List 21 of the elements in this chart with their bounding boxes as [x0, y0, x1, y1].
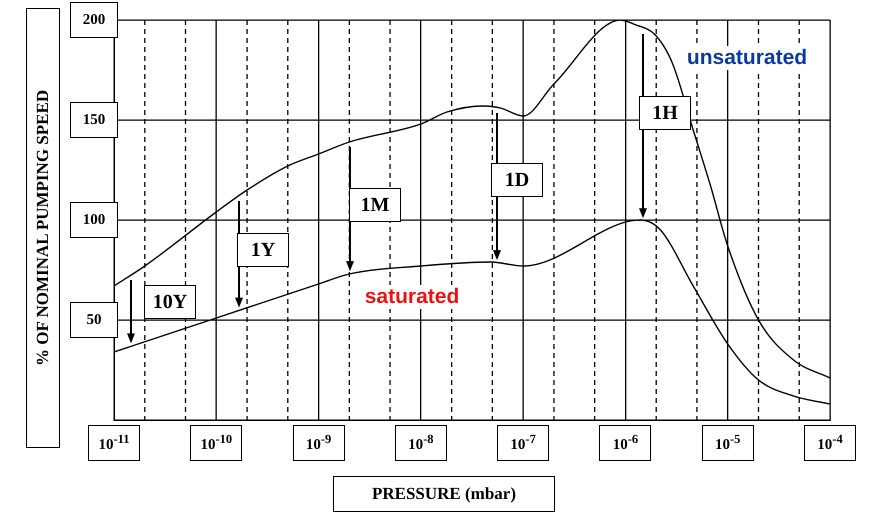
annotation: 10Y: [144, 285, 196, 319]
y-tick-label: 50: [70, 302, 118, 338]
x-tick-label: 10$^{-9}$: [306, 432, 332, 454]
x-tick-label: 10$^{-11}$: [98, 432, 130, 454]
x-tick-label: 10$^{-10}$: [200, 432, 232, 454]
annotation: saturated: [362, 285, 462, 309]
x-tick-label: 10$^{-5}$: [714, 432, 740, 454]
x-axis-title: PRESSURE (mbar): [333, 476, 555, 512]
x-tick-label: 10$^{-8}$: [408, 432, 434, 454]
annotation: unsaturated: [684, 46, 810, 70]
y-axis-title: % OF NOMINAL PUMPING SPEED: [26, 8, 60, 448]
annotation: 1H: [639, 96, 691, 130]
y-tick-label: 100: [70, 202, 118, 238]
x-tick-label: 10$^{-6}$: [612, 432, 638, 454]
annotation: 1M: [349, 188, 401, 222]
y-tick-label: 150: [70, 102, 118, 138]
annotation: 1Y: [237, 233, 289, 267]
x-tick-label: 10$^{-7}$: [510, 432, 536, 454]
y-tick-label: 200: [70, 2, 118, 38]
annotation: 1D: [491, 163, 543, 197]
x-tick-label: 10$^{-4}$: [817, 432, 843, 454]
